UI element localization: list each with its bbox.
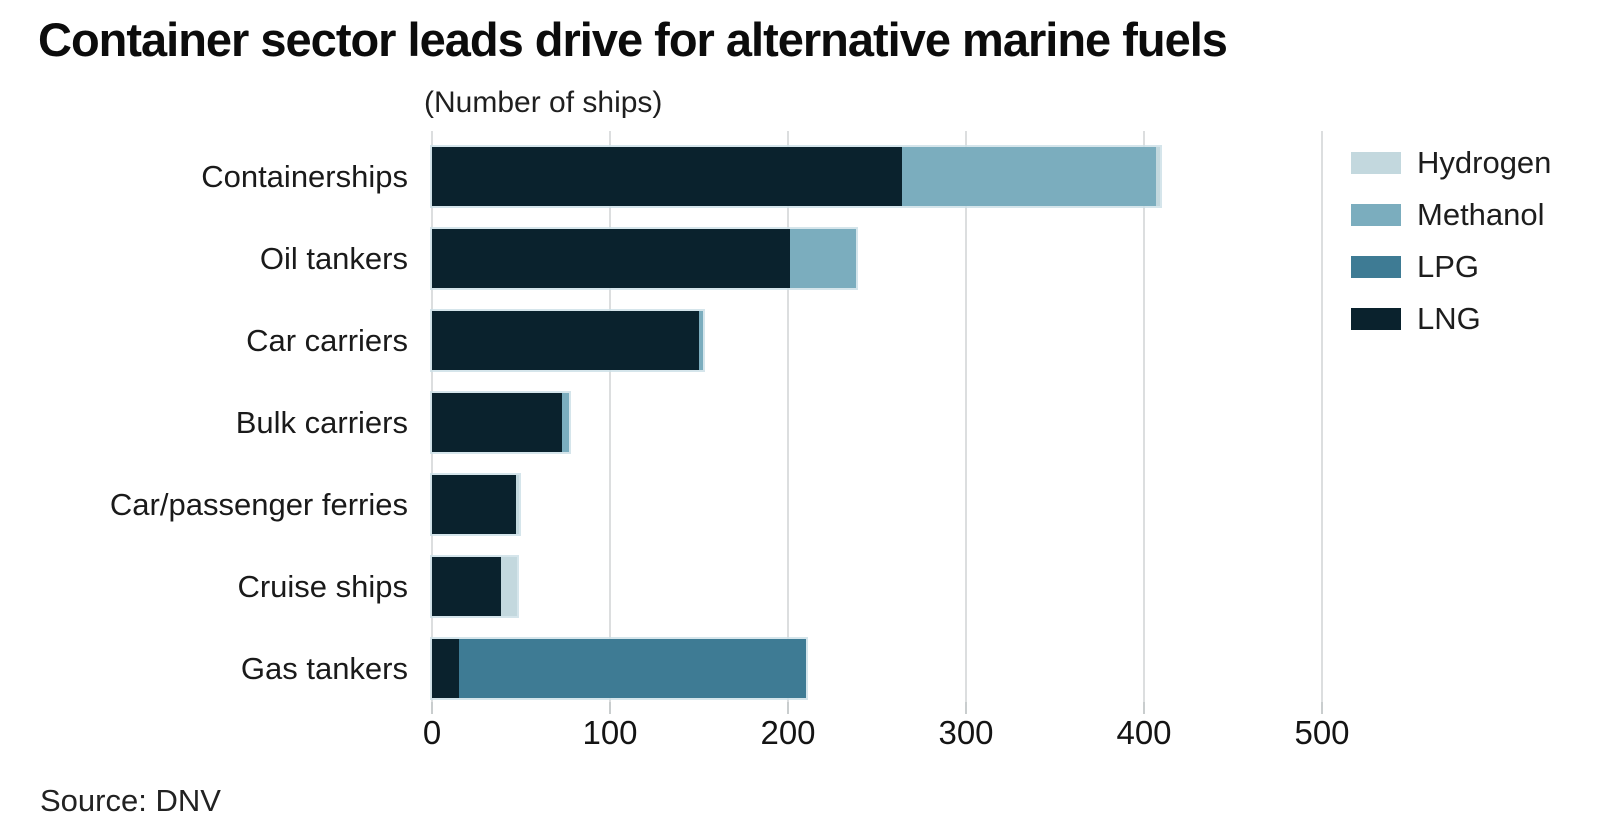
bar-row-oil-tankers [432, 229, 856, 288]
bar-row-cruise-ships [432, 557, 518, 616]
x-tick-mark-100 [609, 702, 611, 714]
legend-item-hydrogen: Hydrogen [1351, 145, 1552, 180]
gridline-400 [1143, 131, 1145, 702]
bar-segment-lng [432, 557, 502, 616]
category-label-car-carriers: Car carriers [246, 323, 408, 358]
bar-row-gas-tankers [432, 639, 806, 698]
legend-item-lpg: LPG [1351, 249, 1480, 284]
category-label-containerships: Containerships [201, 159, 408, 194]
category-label-gas-tankers: Gas tankers [240, 651, 408, 686]
bar-segment-hydrogen [515, 475, 520, 534]
bar-segment-lng [432, 311, 699, 370]
x-tick-mark-200 [787, 702, 789, 714]
bar-segment-lng [432, 475, 516, 534]
gridline-100 [609, 131, 611, 702]
x-tick-mark-0 [431, 702, 433, 714]
x-tick-label-0: 0 [422, 714, 442, 751]
category-label-oil-tankers: Oil tankers [259, 241, 408, 276]
bar-row-car-carriers [432, 311, 703, 370]
x-tick-label-300: 300 [938, 714, 994, 751]
x-tick-mark-500 [1321, 702, 1323, 714]
x-tick-mark-400 [1143, 702, 1145, 714]
gridline-300 [965, 131, 967, 702]
gridline-200 [787, 131, 789, 702]
x-tick-label-200: 200 [760, 714, 816, 751]
chart-subtitle: (Number of ships) [424, 86, 663, 119]
legend-item-lng: LNG [1351, 301, 1481, 336]
legend-swatch-lng [1351, 308, 1401, 330]
bar-segment-hydrogen [501, 557, 518, 616]
bar-segment-methanol [789, 229, 856, 288]
x-tick-label-100: 100 [582, 714, 638, 751]
category-label-bulk-carriers: Bulk carriers [235, 405, 408, 440]
legend-swatch-lpg [1351, 256, 1401, 278]
legend-label-lpg: LPG [1417, 249, 1480, 284]
source-note: Source: DNV [40, 783, 221, 818]
bar-segment-methanol [901, 147, 1157, 206]
page-title: Container sector leads drive for alterna… [38, 13, 1228, 66]
bar-row-bulk-carriers [432, 393, 570, 452]
x-tick-label-500: 500 [1294, 714, 1350, 751]
x-tick-label-400: 400 [1116, 714, 1172, 751]
bar-row-car-passenger-ferries [432, 475, 520, 534]
legend-swatch-hydrogen [1351, 152, 1401, 174]
bar-segment-lng [432, 229, 790, 288]
legend-label-hydrogen: Hydrogen [1417, 145, 1552, 180]
bar-segment-methanol [561, 393, 570, 452]
legend-label-methanol: Methanol [1417, 197, 1545, 232]
legend-swatch-methanol [1351, 204, 1401, 226]
bar-segment-methanol [699, 311, 703, 370]
bar-segment-lng [432, 147, 902, 206]
bar-row-containerships [432, 147, 1160, 206]
bar-segment-hydrogen [1156, 147, 1160, 206]
bar-segment-lng [432, 639, 459, 698]
category-label-cruise-ships: Cruise ships [237, 569, 408, 604]
category-label-car-passenger-ferries: Car/passenger ferries [109, 487, 408, 522]
legend-label-lng: LNG [1417, 301, 1481, 336]
x-tick-mark-300 [965, 702, 967, 714]
bar-segment-lpg [458, 639, 806, 698]
legend-item-methanol: Methanol [1351, 197, 1545, 232]
gridline-500 [1321, 131, 1323, 702]
bar-segment-lng [432, 393, 562, 452]
